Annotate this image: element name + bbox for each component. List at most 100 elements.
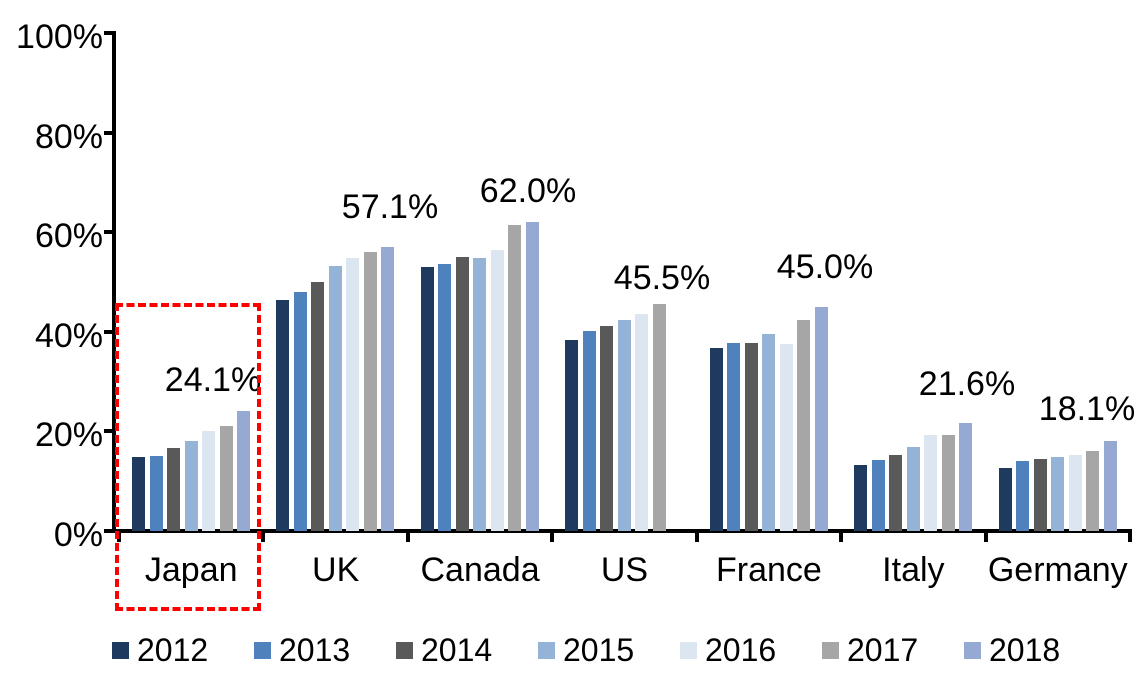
x-tick-mark (261, 531, 266, 542)
bar-us-2012 (565, 340, 579, 531)
data-label-us: 45.5% (613, 259, 711, 297)
y-axis-tick-label: 60% (34, 217, 103, 256)
legend-swatch-2016 (680, 641, 697, 659)
legend-swatch-2018 (964, 641, 981, 659)
legend-swatch-2012 (112, 641, 129, 659)
category-label-france: France (716, 551, 822, 589)
bar-japan-2015 (184, 440, 198, 531)
bar-france-2015 (762, 334, 776, 531)
bar-italy-2017 (941, 435, 955, 531)
bar-us-2016 (635, 313, 649, 531)
legend-item-2015: 2015 (538, 634, 634, 666)
legend-swatch-2013 (254, 641, 271, 659)
legend-item-2016: 2016 (680, 634, 776, 666)
legend-item-2012: 2012 (112, 634, 208, 666)
bar-canada-2017 (508, 224, 522, 531)
category-label-canada: Canada (420, 551, 540, 589)
bar-canada-2016 (490, 250, 504, 531)
legend-swatch-2017 (822, 641, 839, 659)
legend-item-2017: 2017 (822, 634, 918, 666)
bar-canada-2014 (455, 257, 469, 531)
y-axis-line (112, 31, 116, 533)
legend-label-2018: 2018 (989, 632, 1061, 668)
bar-france-2013 (727, 342, 741, 531)
data-label-france: 45.0% (776, 248, 874, 286)
y-tick-mark (104, 429, 115, 434)
y-tick-mark (104, 130, 115, 135)
y-axis-tick-label: 0% (53, 516, 103, 554)
legend-swatch-2015 (538, 641, 555, 659)
japan-highlight-box (115, 303, 261, 611)
bar-italy-2018 (959, 423, 973, 531)
legend-label-2015: 2015 (563, 632, 635, 668)
bar-france-2017 (797, 319, 811, 531)
bar-italy-2013 (871, 460, 885, 531)
bar-germany-2018 (1103, 440, 1117, 531)
legend-swatch-2014 (396, 641, 413, 659)
data-label-uk: 57.1% (341, 188, 439, 226)
bar-italy-2016 (924, 434, 938, 531)
bar-france-2016 (779, 344, 793, 531)
y-tick-mark (104, 31, 115, 35)
bar-germany-2013 (1016, 461, 1030, 531)
bar-us-2013 (582, 331, 596, 531)
bar-japan-2018 (237, 410, 250, 531)
x-tick-mark (1128, 531, 1132, 542)
data-label-canada: 62.0% (479, 172, 577, 210)
bar-japan-2014 (167, 448, 180, 531)
bar-japan-2013 (149, 456, 163, 531)
data-label-italy: 21.6% (918, 365, 1016, 403)
y-tick-mark (104, 329, 115, 334)
category-label-us: US (600, 551, 649, 589)
bar-uk-2012 (276, 299, 290, 531)
legend-item-2018: 2018 (964, 634, 1060, 666)
bar-uk-2018 (381, 246, 395, 531)
x-tick-mark (550, 531, 555, 542)
bar-canada-2015 (473, 257, 487, 531)
bar-japan-2012 (132, 457, 145, 531)
legend-label-2016: 2016 (705, 632, 777, 668)
bar-japan-2016 (202, 430, 215, 531)
bar-germany-2014 (1033, 459, 1047, 531)
data-label-germany: 18.1% (1038, 390, 1136, 428)
category-label-italy: Italy (882, 551, 945, 589)
y-axis-tick-label: 100% (16, 18, 103, 56)
bar-uk-2014 (311, 281, 325, 531)
bar-us-2014 (600, 325, 614, 531)
bar-germany-2017 (1086, 450, 1100, 531)
bar-italy-2014 (889, 454, 903, 531)
bar-us-2017 (652, 304, 666, 531)
legend-label-2017: 2017 (847, 632, 919, 668)
x-tick-mark (694, 531, 699, 542)
legend-label-2012: 2012 (137, 632, 209, 668)
bar-canada-2018 (525, 222, 539, 531)
y-axis-tick-label: 40% (34, 316, 103, 355)
y-axis-tick-label: 20% (34, 416, 103, 455)
bar-germany-2016 (1068, 454, 1082, 531)
bar-italy-2015 (906, 446, 920, 531)
bar-japan-2017 (219, 425, 233, 531)
x-tick-mark (839, 531, 844, 542)
bar-uk-2013 (293, 291, 307, 531)
data-label-japan: 24.1% (164, 361, 262, 399)
bar-france-2014 (744, 343, 758, 531)
bar-germany-2015 (1051, 457, 1065, 531)
category-label-uk: UK (312, 551, 360, 589)
category-label-germany: Germany (987, 551, 1128, 589)
bar-canada-2013 (438, 264, 452, 531)
legend-item-2013: 2013 (254, 634, 350, 666)
x-axis-line (112, 529, 1132, 533)
bar-italy-2012 (854, 464, 868, 531)
category-label-japan: Japan (144, 551, 238, 589)
y-axis-tick-label: 80% (34, 117, 103, 156)
bar-us-2015 (617, 320, 631, 531)
bar-uk-2017 (363, 252, 377, 531)
legend-label-2013: 2013 (279, 632, 351, 668)
y-tick-mark (104, 230, 115, 235)
x-tick-mark (983, 531, 988, 542)
bar-france-2012 (709, 348, 723, 531)
legend-item-2014: 2014 (396, 634, 492, 666)
bar-uk-2015 (328, 265, 342, 531)
y-tick-mark (104, 529, 115, 533)
